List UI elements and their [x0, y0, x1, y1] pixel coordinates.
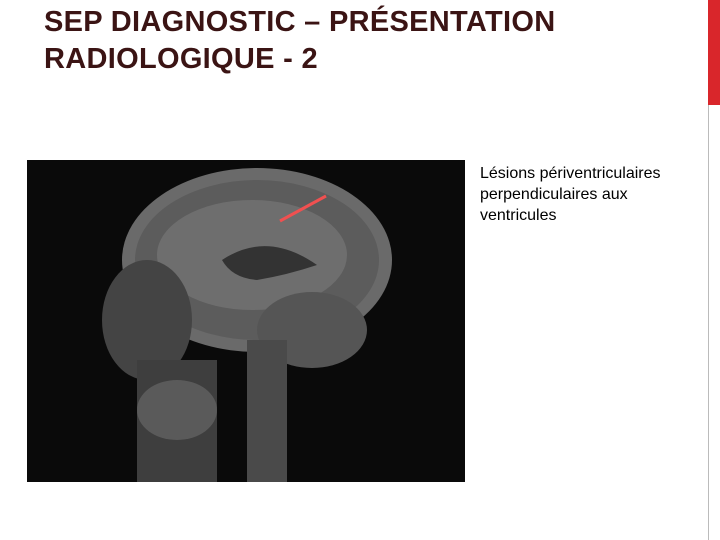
mri-image: [27, 160, 465, 482]
divider: [708, 105, 709, 540]
accent-bar: [708, 0, 720, 105]
caption: Lésions périventriculaires perpendiculai…: [480, 165, 661, 224]
slide-title: SEP DIAGNOSTIC – PRÉSENTATION RADIOLOGIQ…: [44, 6, 556, 75]
